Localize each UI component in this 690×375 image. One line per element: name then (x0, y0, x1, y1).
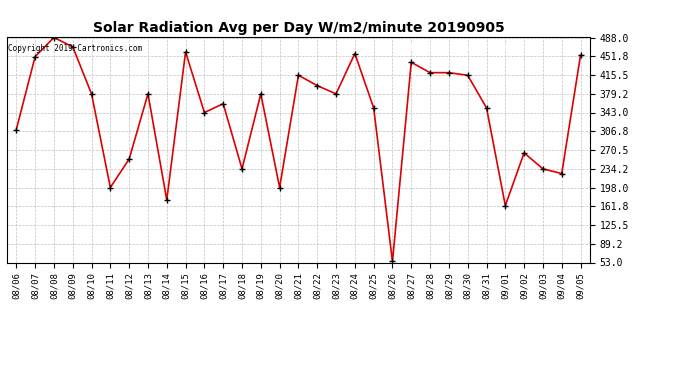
Title: Solar Radiation Avg per Day W/m2/minute 20190905: Solar Radiation Avg per Day W/m2/minute … (92, 21, 504, 35)
Text: Copyright 2019 Cartronics.com: Copyright 2019 Cartronics.com (8, 44, 142, 53)
